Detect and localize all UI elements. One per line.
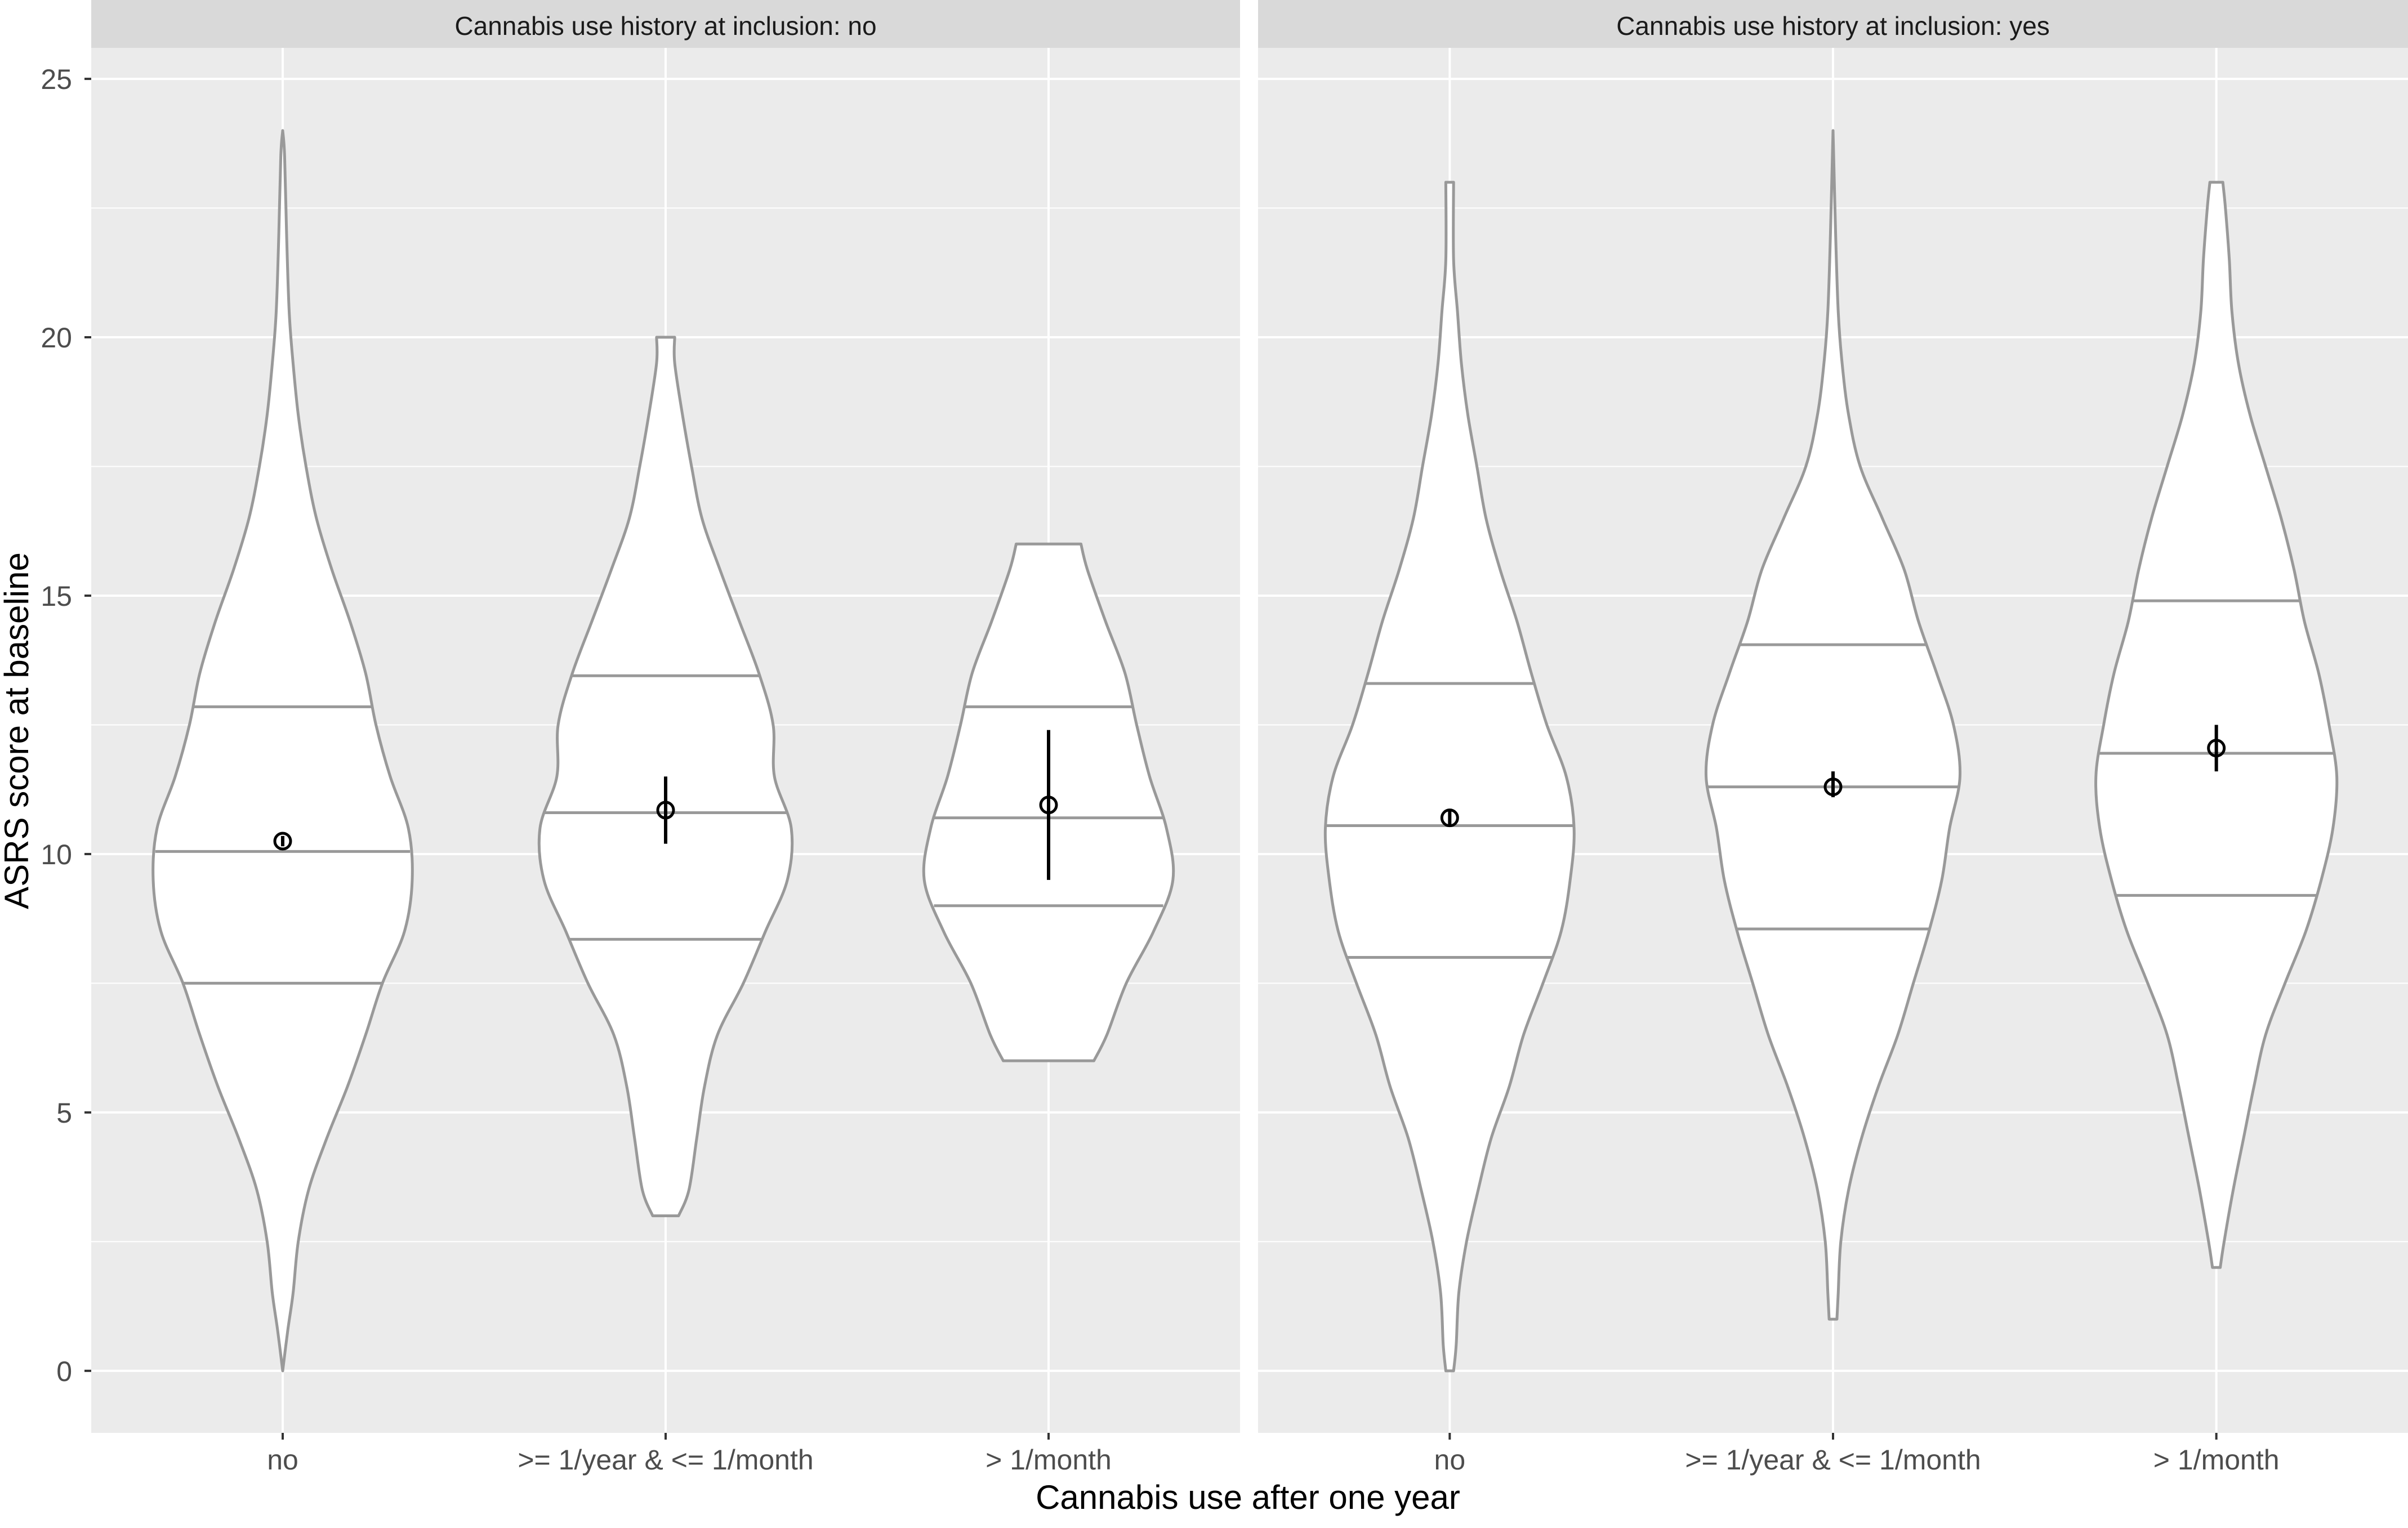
violin-body <box>537 336 794 1217</box>
mean-point <box>1039 796 1058 815</box>
y-axis-title: ASRS score at baseline <box>0 552 35 909</box>
x-axis-title: Cannabis use after one year <box>1036 1478 1460 1516</box>
y-tick-label: 10 <box>41 839 72 870</box>
mean-point <box>273 832 292 851</box>
mean-point <box>656 801 675 820</box>
y-tick-label: 20 <box>41 322 72 354</box>
y-tick-label: 15 <box>41 580 72 612</box>
x-tick-label: > 1/month <box>2153 1444 2280 1476</box>
facet-strip <box>1258 0 2408 48</box>
y-tick-label: 25 <box>41 64 72 95</box>
x-tick-label: > 1/month <box>986 1444 1112 1476</box>
violin-body <box>151 129 414 1373</box>
y-tick-label: 5 <box>56 1097 72 1129</box>
violin-body <box>1323 181 1576 1373</box>
x-tick-label: >= 1/year & <= 1/month <box>518 1444 813 1476</box>
mean-point <box>2207 739 2226 758</box>
mean-point <box>1823 778 1843 797</box>
violin-body <box>1704 129 1962 1321</box>
y-tick-label: 0 <box>56 1356 72 1387</box>
facet-strip-label: Cannabis use history at inclusion: no <box>454 11 876 41</box>
x-tick-label: >= 1/year & <= 1/month <box>1685 1444 1981 1476</box>
facet-strip-label: Cannabis use history at inclusion: yes <box>1616 11 2050 41</box>
facet-strip <box>91 0 1240 48</box>
x-tick-label: no <box>267 1444 298 1476</box>
x-tick-label: no <box>1434 1444 1466 1476</box>
mean-point <box>1440 808 1459 828</box>
